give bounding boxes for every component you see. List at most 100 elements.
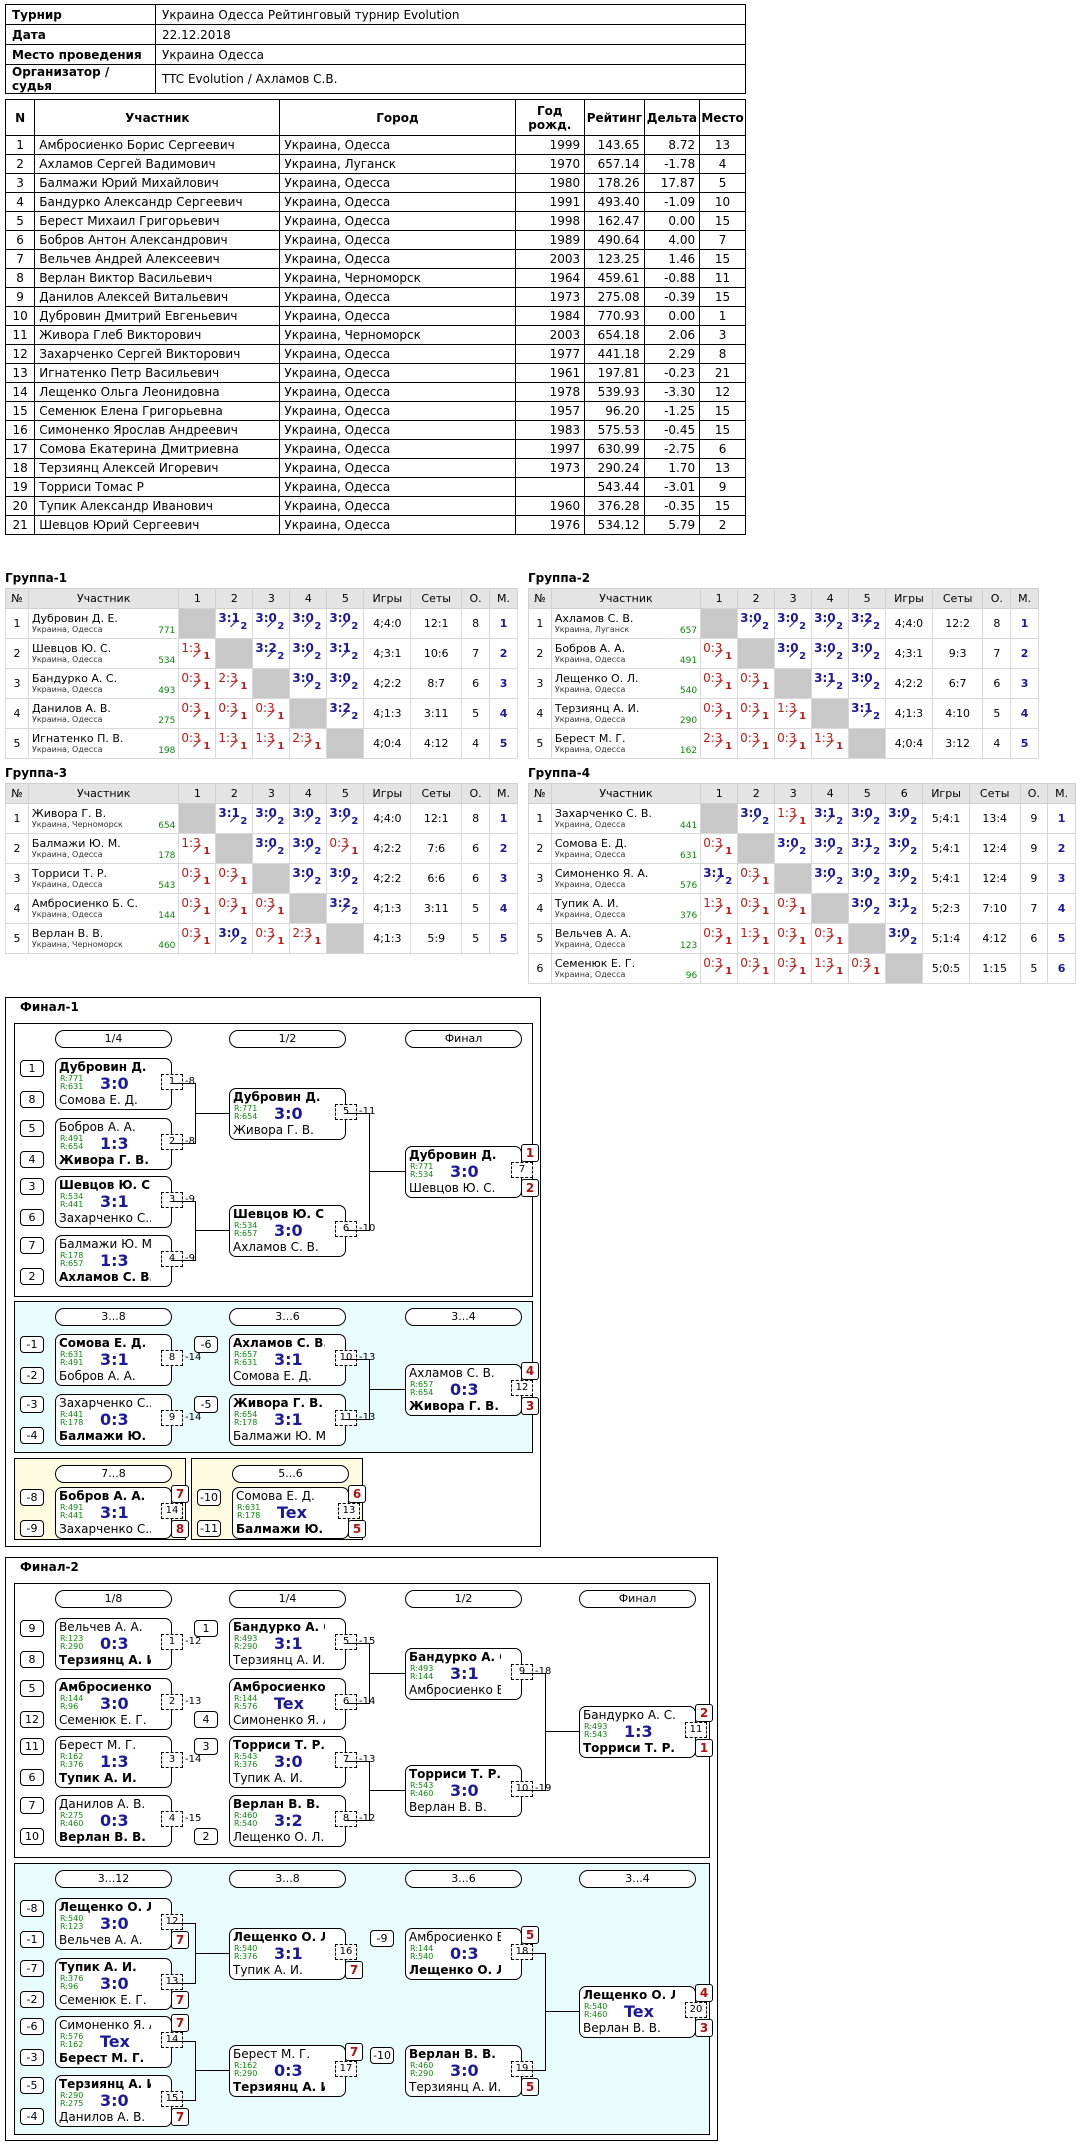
match-points: 2 (910, 936, 918, 947)
player-cell: 575.53 (584, 420, 645, 440)
group-games: 5;4:1 (922, 803, 970, 834)
bracket-panel: 5...6 Сомова Е. Д. R:631 R:178 Tex Балмажи Ю.… (191, 1458, 366, 1540)
player-city: Украина, Одесса (554, 685, 626, 694)
group-player: Игнатенко П. В. Украина, Одесса 198 (27, 728, 180, 759)
match-box: Ахламов С. В. R:657 R:631 3:1 Сомова Е. Д. 10 (229, 1334, 357, 1386)
group-header-cell: Участник (27, 588, 180, 609)
set-score: 3:0 (292, 641, 314, 655)
group-row: 4 Тупик А. И. Украина, Одесса 376 1:3 1 0:3 1 0:… (528, 893, 1076, 924)
group-sets: 12:2 (931, 608, 984, 639)
score: 0:3 1 (812, 925, 848, 949)
group-points: 8 (461, 803, 491, 834)
final-2-title: Финал-2 (20, 1560, 79, 1574)
score: 3:0 2 (253, 805, 289, 829)
score: 3:0 2 (327, 805, 363, 829)
set-score: 3:0 (888, 806, 910, 820)
match-rating-1: R:534 (234, 1221, 258, 1230)
info-key: Турнир (5, 4, 156, 25)
info-row: Организатор / судья TTC Evolution / Ахлам… (5, 64, 746, 94)
group-seed: 3 (528, 668, 552, 699)
loser-goes-to: -9 (185, 1253, 195, 1264)
player-cell: Украина, Одесса (279, 477, 516, 497)
match-points: 1 (725, 846, 733, 857)
players-header: N (4, 99, 36, 136)
group-self-cell (178, 803, 217, 834)
player-name: Захарченко С. В. (554, 807, 652, 820)
group-header-cell: Игры (363, 783, 412, 804)
group-points: 6 (982, 668, 1012, 699)
seed-label: 3 (20, 1178, 44, 1195)
group-score-cell: 3:2 2 (848, 608, 887, 639)
match-points: 2 (725, 876, 733, 887)
group-table: № Участник 1 2 3 4 5 Игры Сеты О. М. 1 Живора Г. В. У… (5, 783, 518, 954)
group-points: 9 (1019, 863, 1049, 894)
group-score-cell: 3:0 2 (252, 803, 291, 834)
score: 3:0 2 (327, 865, 363, 889)
player-cell: 178.26 (584, 173, 645, 193)
player-cell: Украина, Одесса (279, 249, 516, 269)
seed-label: 8 (20, 1091, 44, 1108)
group-score-cell: 3:0 2 (774, 638, 813, 669)
group-header-cell: 5 (848, 588, 887, 609)
player-cell: 1991 (514, 192, 586, 212)
match-points: 1 (203, 906, 211, 917)
group-title: Группа-2 (528, 571, 591, 585)
match-points: 2 (910, 906, 918, 917)
player-cell: 459.61 (584, 268, 645, 288)
group-games: 4;1:3 (885, 698, 933, 729)
player-cell: 534.12 (584, 515, 645, 535)
player-cell: 1961 (514, 363, 586, 383)
match-box: Шевцов Ю. С. R:534 R:657 3:0 Ахламов С. В. 6 (229, 1205, 357, 1257)
group-score-cell: 1:3 1 (178, 638, 217, 669)
group-player: Тупик А. И. Украина, Одесса 376 (550, 893, 702, 924)
set-score: 0:3 (740, 866, 760, 880)
match-player-1: Бандурко А. С. (233, 1620, 325, 1634)
set-score: 3:1 (814, 671, 836, 685)
score: 3:0 2 (886, 865, 922, 889)
match-points: 2 (314, 846, 322, 857)
player-rating: 534 (158, 656, 176, 666)
player-cell: -2.75 (643, 439, 701, 459)
match-box: Бобров А. А. R:491 R:441 3:1 Захарченко С...… (55, 1487, 183, 1539)
players-header: Рейтинг (584, 99, 645, 136)
score: 3:2 2 (327, 700, 363, 724)
group-points: 6 (461, 863, 491, 894)
match-rating-1: R:657 (410, 1380, 434, 1389)
match-number: 8 (335, 1811, 357, 1827)
score: 1:3 1 (812, 955, 848, 979)
group-sets: 3:11 (410, 698, 463, 729)
player-cell: 4 (4, 192, 36, 212)
set-score: 0:3 (740, 671, 760, 685)
score: 1:3 1 (775, 805, 811, 829)
round-label: 3...8 (229, 1870, 346, 1888)
match-score: Tex (100, 2032, 130, 2051)
match-score: 1:3 (100, 1752, 129, 1771)
player-name: Симоненко Я. А. (554, 867, 649, 880)
score: 3:0 2 (253, 835, 289, 859)
set-score: 0:3 (703, 701, 723, 715)
player-cell: 15 (699, 249, 746, 269)
match-number: 11 (335, 1410, 357, 1426)
match-points: 2 (351, 651, 359, 662)
match-rating-2: R:460 (60, 1819, 84, 1828)
match-player-1: Амбросиенко Б... (59, 1680, 151, 1694)
match-points: 2 (836, 681, 844, 692)
match-points: 1 (314, 936, 322, 947)
match-points: 2 (351, 621, 359, 632)
group-header-cell: Игры (922, 783, 970, 804)
match-box: Шевцов Ю. С. R:534 R:441 3:1 Захарченко С...… (55, 1176, 183, 1228)
group-header-cell: 6 (885, 783, 924, 804)
player-cell: 8.72 (643, 135, 701, 155)
tournament-info-table: Турнир Украина Одесса Рейтинговый турнир … (5, 4, 746, 94)
group-header-cell: Сеты (410, 588, 463, 609)
player-cell: Украина, Одесса (279, 515, 516, 535)
group-header-cell: М. (489, 588, 518, 609)
player-cell: Ахламов Сергей Вадимович (34, 154, 281, 174)
seed-label: 4 (194, 1711, 218, 1728)
match-box: Живора Г. В. R:654 R:178 3:1 Балмажи Ю. М. 11 (229, 1394, 357, 1446)
match-player-2: Терзиянц А. И. (233, 2080, 325, 2094)
group-header-cell: Игры (885, 588, 933, 609)
match-rating-1: R:493 (234, 1634, 258, 1643)
